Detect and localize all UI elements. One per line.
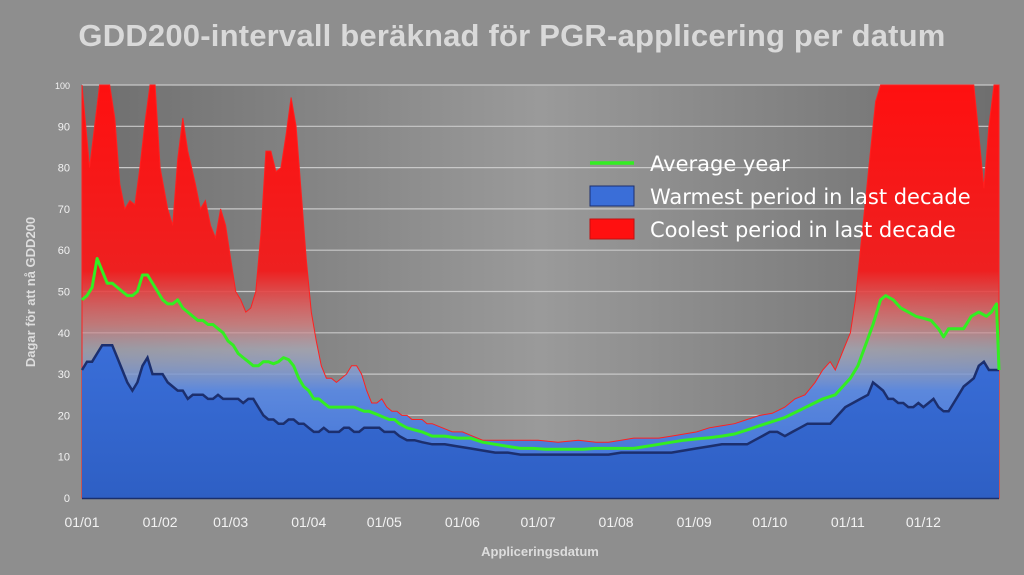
x-tick-label: 01/02 [143,514,178,530]
x-tick-label: 01/04 [291,514,326,530]
y-tick-label: 0 [64,493,70,505]
legend-label: Warmest period in last decade [650,185,971,209]
x-tick-label: 01/05 [367,514,402,530]
x-tick-label: 01/01 [64,514,99,530]
legend-label: Average year [650,152,790,176]
y-tick-labels: 0 10 20 30 40 50 60 70 80 90 100 [55,81,70,505]
y-tick-label: 100 [55,81,70,91]
series-area-warmest [82,345,999,498]
x-tick-label: 01/11 [831,514,865,530]
series-layer [80,84,1001,499]
x-tick-label: 01/08 [599,514,634,530]
y-axis-label: Dagar för att nå GDD200 [23,217,38,367]
legend: Average year Warmest period in last decad… [589,152,971,242]
y-tick-label: 80 [58,163,70,175]
legend-swatch-warmest [589,185,635,207]
series-line-average [81,257,1001,451]
legend-label: Coolest period in last decade [650,218,956,242]
x-tick-label: 01/07 [520,514,555,530]
y-tick-label: 90 [58,121,70,133]
x-tick-label: 01/03 [213,514,248,530]
y-tick-label: 30 [58,369,70,381]
series-line-warmest [80,343,999,456]
y-tick-label: 10 [58,452,70,464]
x-axis-label: Appliceringsdatum [481,544,599,559]
x-tick-label: 01/12 [906,514,941,530]
y-tick-label: 50 [58,287,70,299]
y-tick-label: 70 [58,204,70,216]
y-tick-label: 60 [58,245,70,257]
legend-swatch-coolest [589,218,635,240]
x-tick-labels: 01/01 01/02 01/03 01/04 01/05 01/06 01/07 01/08… [64,514,941,530]
x-tick-label: 01/09 [677,514,712,530]
y-tick-label: 20 [58,410,70,422]
x-tick-label: 01/10 [752,514,787,530]
y-tick-label: 40 [58,328,70,340]
x-tick-label: 01/06 [445,514,480,530]
chart-title: GDD200-intervall beräknad för PGR-applic… [78,18,946,53]
